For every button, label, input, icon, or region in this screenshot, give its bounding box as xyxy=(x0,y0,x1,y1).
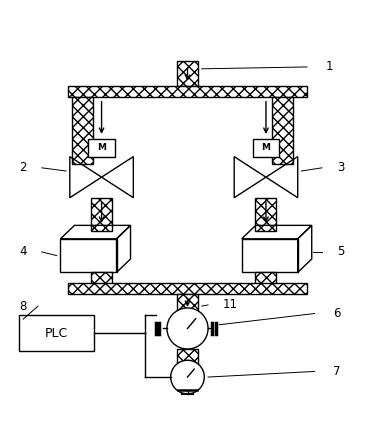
Circle shape xyxy=(171,360,204,394)
Bar xyxy=(177,349,198,366)
Text: 3: 3 xyxy=(337,161,344,174)
Circle shape xyxy=(167,308,208,349)
Bar xyxy=(91,273,112,284)
Text: 2: 2 xyxy=(20,161,27,174)
Text: 7: 7 xyxy=(333,365,341,378)
Bar xyxy=(72,97,93,164)
Bar xyxy=(253,139,279,157)
Text: 8: 8 xyxy=(20,300,27,313)
Text: 11: 11 xyxy=(223,298,238,311)
Text: 1: 1 xyxy=(326,60,333,73)
Text: M: M xyxy=(261,143,270,152)
Bar xyxy=(88,139,115,157)
Text: 4: 4 xyxy=(20,246,27,258)
Text: 5: 5 xyxy=(337,246,344,258)
Bar xyxy=(272,97,293,164)
Bar xyxy=(20,315,94,351)
Bar xyxy=(177,294,198,313)
Bar xyxy=(255,198,276,231)
Bar xyxy=(68,86,307,97)
Text: PLC: PLC xyxy=(45,327,68,340)
Text: M: M xyxy=(97,143,106,152)
Bar xyxy=(255,273,276,284)
Text: 6: 6 xyxy=(333,307,341,320)
Bar xyxy=(68,283,307,294)
Bar xyxy=(91,198,112,231)
Bar xyxy=(177,61,198,86)
